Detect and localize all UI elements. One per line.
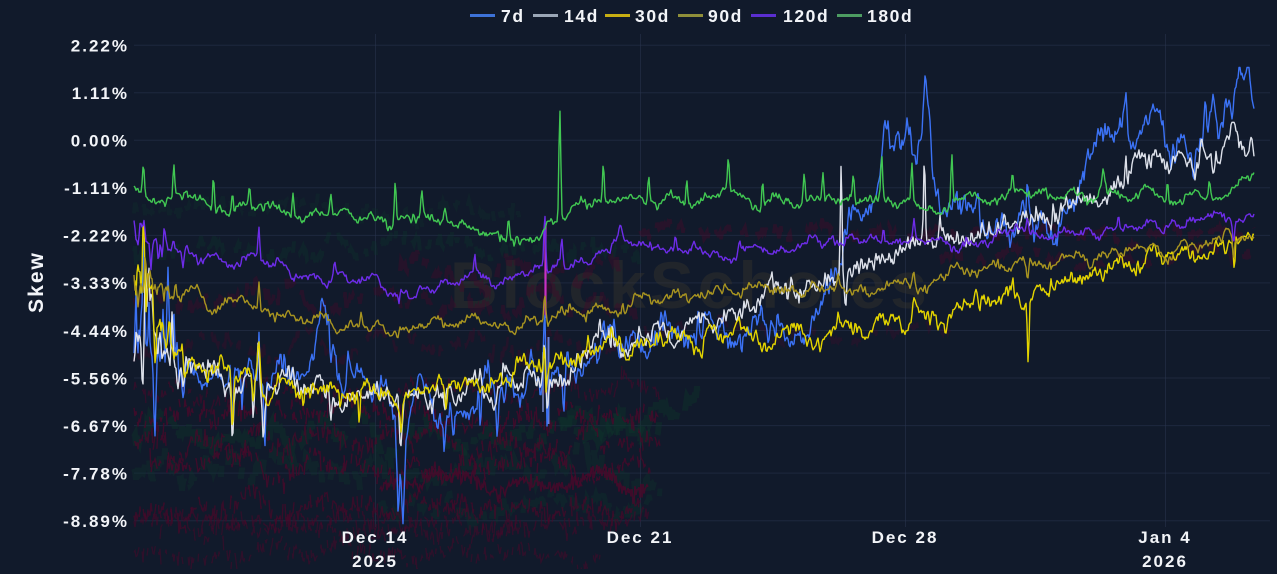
svg-text:2.22%: 2.22%: [71, 37, 129, 56]
svg-text:Dec 21: Dec 21: [607, 528, 674, 547]
svg-text:1.11%: 1.11%: [72, 84, 129, 103]
svg-text:-6.67%: -6.67%: [63, 417, 129, 436]
svg-text:Dec 14: Dec 14: [342, 528, 409, 547]
svg-text:-1.11%: -1.11%: [64, 179, 129, 198]
svg-text:180d: 180d: [867, 6, 913, 26]
svg-text:2026: 2026: [1142, 552, 1188, 569]
svg-text:7d: 7d: [501, 6, 525, 26]
svg-text:Dec 28: Dec 28: [872, 528, 939, 547]
svg-text:-5.56%: -5.56%: [63, 369, 129, 388]
svg-text:-7.78%: -7.78%: [63, 464, 129, 483]
svg-text:120d: 120d: [783, 6, 829, 26]
svg-text:Jan 4: Jan 4: [1138, 528, 1191, 547]
svg-text:0.00%: 0.00%: [71, 132, 129, 151]
svg-text:30d: 30d: [635, 6, 670, 26]
svg-text:14d: 14d: [564, 6, 599, 26]
svg-text:BlockScholes: BlockScholes: [450, 248, 931, 322]
svg-text:-2.22%: -2.22%: [63, 227, 129, 246]
svg-text:-8.89%: -8.89%: [63, 512, 129, 531]
svg-text:-3.33%: -3.33%: [63, 274, 129, 293]
svg-text:-4.44%: -4.44%: [63, 322, 129, 341]
svg-text:Skew: Skew: [25, 251, 48, 313]
svg-text:2025: 2025: [352, 552, 398, 569]
svg-text:90d: 90d: [708, 6, 743, 26]
